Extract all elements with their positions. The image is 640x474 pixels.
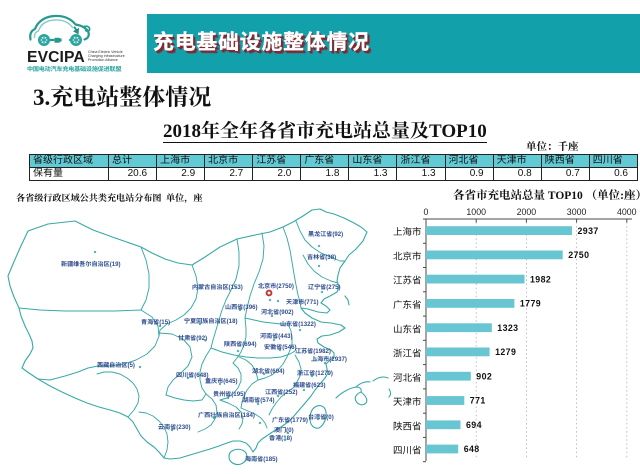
svg-text:云南省(230): 云南省(230) (158, 423, 191, 431)
svg-text:2000: 2000 (517, 207, 537, 217)
svg-text:山西省(396): 山西省(396) (225, 303, 258, 311)
svg-text:福建省(623): 福建省(623) (293, 381, 326, 389)
svg-text:香港(18): 香港(18) (269, 434, 292, 442)
svg-text:海南省(185): 海南省(185) (245, 455, 278, 463)
svg-text:4000: 4000 (617, 207, 637, 217)
svg-text:甘肃省(92): 甘肃省(92) (178, 334, 207, 342)
svg-text:四川省: 四川省 (393, 446, 422, 457)
svg-text:天津市: 天津市 (393, 396, 422, 408)
svg-text:771: 771 (470, 396, 486, 406)
svg-text:1323: 1323 (497, 323, 518, 333)
svg-text:1779: 1779 (520, 299, 541, 309)
svg-text:贵州省(195): 贵州省(195) (213, 390, 246, 398)
svg-text:江苏省: 江苏省 (393, 276, 422, 287)
svg-text:宁夏回族自治区(18): 宁夏回族自治区(18) (184, 317, 238, 325)
svg-text:台湾省(0): 台湾省(0) (308, 413, 334, 421)
svg-text:广西壮族自治区(184): 广西壮族自治区(184) (198, 411, 255, 419)
svg-text:河北省: 河北省 (393, 373, 422, 384)
svg-text:湖南省(574): 湖南省(574) (242, 396, 275, 404)
svg-text:黑龙江省(92): 黑龙江省(92) (308, 230, 343, 238)
svg-text:上海市: 上海市 (393, 226, 422, 238)
svg-text:西藏自治区(5): 西藏自治区(5) (97, 361, 135, 369)
svg-text:天津市(771): 天津市(771) (286, 298, 319, 306)
svg-text:1982: 1982 (530, 274, 551, 284)
svg-text:北京市(2750): 北京市(2750) (258, 282, 294, 290)
svg-text:陕西省: 陕西省 (393, 421, 422, 432)
svg-text:辽宁省(275): 辽宁省(275) (308, 283, 341, 291)
svg-text:江苏省(1982): 江苏省(1982) (295, 347, 331, 355)
svg-text:内蒙古自治区(153): 内蒙古自治区(153) (192, 283, 243, 291)
svg-text:山东省: 山东省 (393, 323, 422, 335)
svg-text:湖北省(604): 湖北省(604) (252, 367, 285, 375)
svg-text:陕西省(694): 陕西省(694) (224, 340, 257, 348)
svg-text:1000: 1000 (466, 207, 486, 217)
svg-text:新疆维吾尔自治区(19): 新疆维吾尔自治区(19) (61, 260, 121, 268)
svg-text:江西省(252): 江西省(252) (265, 388, 298, 396)
svg-text:安徽省(546): 安徽省(546) (264, 343, 297, 351)
svg-text:广东省(1779): 广东省(1779) (272, 416, 308, 424)
svg-text:青海省(15): 青海省(15) (141, 318, 170, 326)
svg-text:0: 0 (424, 207, 429, 217)
svg-text:3000: 3000 (567, 207, 587, 217)
svg-text:山东省(1322): 山东省(1322) (280, 320, 316, 328)
svg-text:重庆市(645): 重庆市(645) (205, 377, 238, 385)
svg-text:1279: 1279 (495, 347, 516, 357)
svg-text:上海市(2937): 上海市(2937) (311, 355, 347, 363)
svg-text:2937: 2937 (578, 226, 599, 236)
svg-text:四川省(648): 四川省(648) (176, 371, 209, 379)
svg-text:河南省(443): 河南省(443) (260, 332, 293, 340)
svg-text:广东省: 广东省 (393, 299, 422, 311)
svg-text:902: 902 (476, 371, 492, 381)
svg-text:694: 694 (466, 420, 482, 430)
svg-text:2750: 2750 (568, 250, 589, 260)
svg-text:吉林省(38): 吉林省(38) (307, 253, 336, 261)
svg-text:浙江省: 浙江省 (393, 349, 422, 360)
svg-text:浙江省(1279): 浙江省(1279) (297, 369, 333, 377)
svg-text:648: 648 (464, 444, 480, 454)
svg-text:河北省(902): 河北省(902) (261, 308, 294, 316)
svg-text:北京市: 北京市 (393, 251, 422, 263)
svg-text:澳门(0): 澳门(0) (274, 426, 294, 434)
